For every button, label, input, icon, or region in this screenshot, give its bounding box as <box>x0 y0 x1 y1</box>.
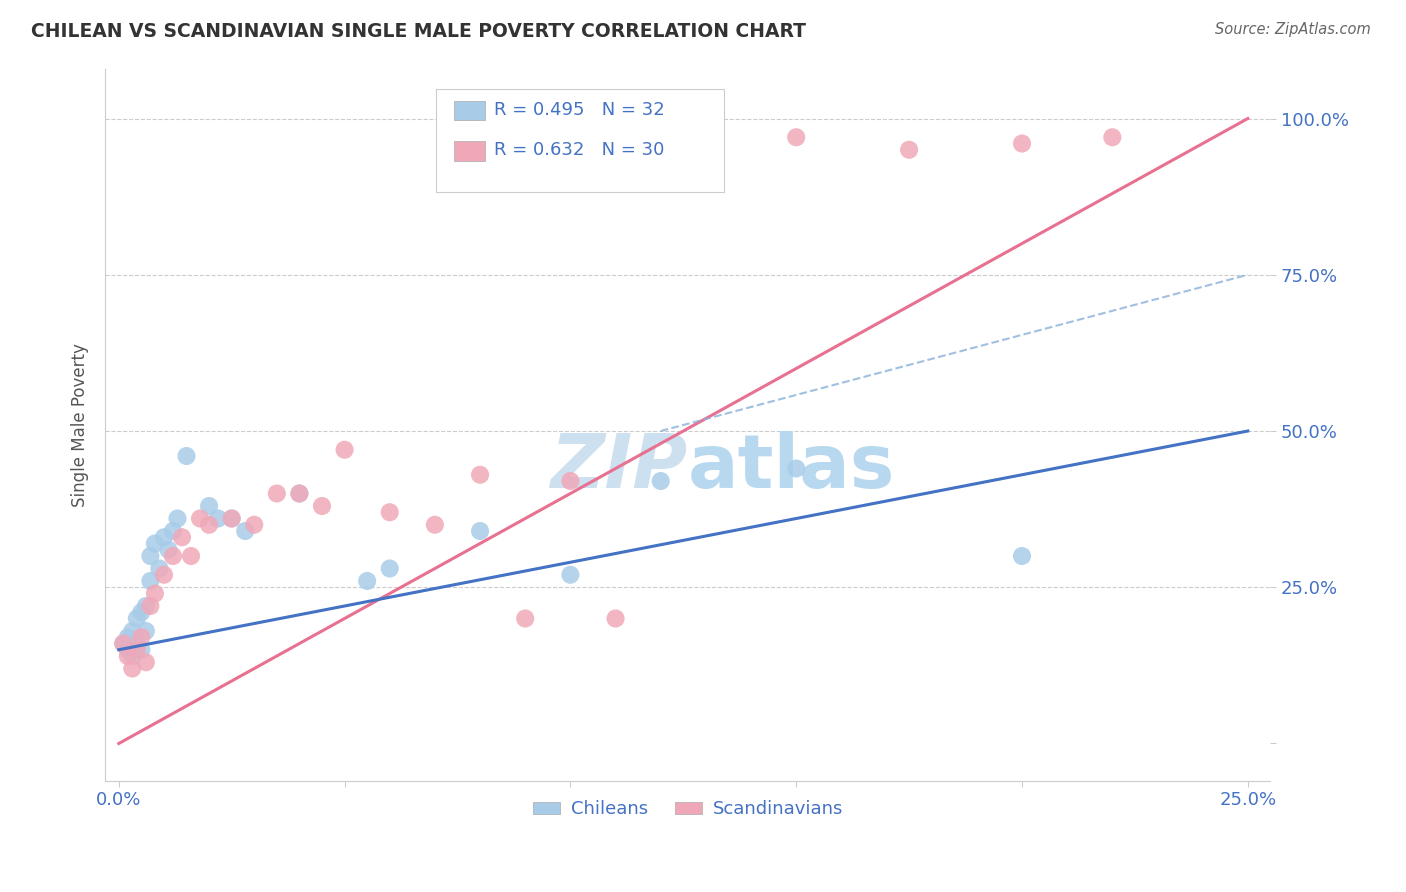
Point <box>356 574 378 588</box>
Y-axis label: Single Male Poverty: Single Male Poverty <box>72 343 89 507</box>
Point <box>333 442 356 457</box>
Text: R = 0.495   N = 32: R = 0.495 N = 32 <box>494 101 664 119</box>
Point <box>112 636 135 650</box>
Point <box>423 517 446 532</box>
Point <box>162 524 184 538</box>
Point <box>180 549 202 563</box>
Point <box>125 636 148 650</box>
Point <box>176 449 198 463</box>
Point <box>1101 130 1123 145</box>
Point <box>288 486 311 500</box>
Point <box>560 474 582 488</box>
Point <box>898 143 921 157</box>
Point <box>121 624 143 638</box>
Point <box>131 642 153 657</box>
Point <box>378 561 401 575</box>
Point <box>221 511 243 525</box>
Point <box>785 461 807 475</box>
Point <box>207 511 229 525</box>
Text: CHILEAN VS SCANDINAVIAN SINGLE MALE POVERTY CORRELATION CHART: CHILEAN VS SCANDINAVIAN SINGLE MALE POVE… <box>31 22 806 41</box>
Point <box>148 561 170 575</box>
Point <box>233 524 256 538</box>
Point <box>135 655 157 669</box>
Point <box>1011 549 1033 563</box>
Point <box>378 505 401 519</box>
Point <box>560 567 582 582</box>
Point <box>143 536 166 550</box>
Point <box>139 599 162 613</box>
Point <box>288 486 311 500</box>
Point <box>198 517 221 532</box>
Point <box>468 524 491 538</box>
Point <box>139 574 162 588</box>
Point <box>188 511 211 525</box>
Point <box>117 630 139 644</box>
Point <box>198 499 221 513</box>
Point <box>131 630 153 644</box>
Point <box>311 499 333 513</box>
Point <box>243 517 266 532</box>
Point <box>139 549 162 563</box>
Point <box>131 605 153 619</box>
Point <box>1011 136 1033 151</box>
Point <box>221 511 243 525</box>
Point <box>143 586 166 600</box>
Point <box>468 467 491 482</box>
Point <box>170 530 193 544</box>
Point <box>153 567 176 582</box>
Point <box>266 486 288 500</box>
Text: atlas: atlas <box>688 431 896 504</box>
Point <box>117 648 139 663</box>
Point <box>515 611 537 625</box>
Point <box>162 549 184 563</box>
Point <box>785 130 807 145</box>
Point <box>166 511 188 525</box>
Legend: Chileans, Scandinavians: Chileans, Scandinavians <box>526 793 851 825</box>
Text: R = 0.632   N = 30: R = 0.632 N = 30 <box>494 141 664 159</box>
Point <box>125 642 148 657</box>
Text: ZIP: ZIP <box>551 431 688 504</box>
Point <box>135 624 157 638</box>
Point <box>650 474 672 488</box>
Point <box>605 611 627 625</box>
Point <box>112 636 135 650</box>
Point <box>117 642 139 657</box>
Point <box>153 530 176 544</box>
Point <box>135 599 157 613</box>
Point <box>125 611 148 625</box>
Text: Source: ZipAtlas.com: Source: ZipAtlas.com <box>1215 22 1371 37</box>
Point <box>157 542 180 557</box>
Point <box>121 661 143 675</box>
Point <box>121 648 143 663</box>
